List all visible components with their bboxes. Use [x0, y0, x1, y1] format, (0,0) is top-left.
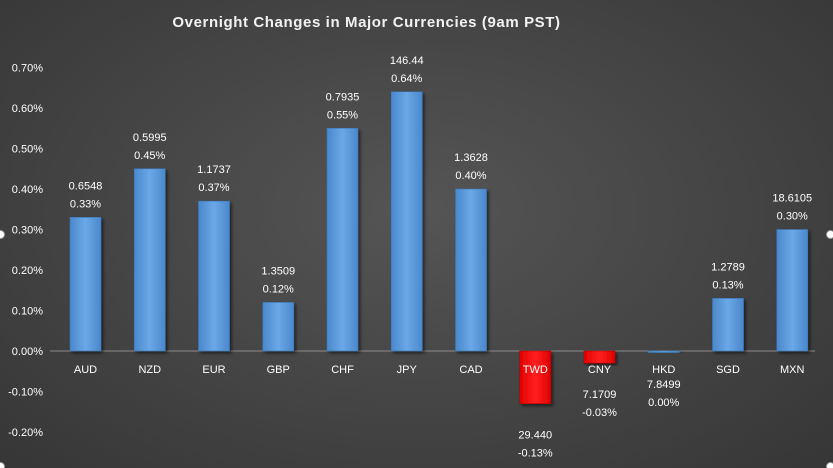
- data-label-percent: 0.30%: [777, 211, 808, 223]
- resize-handle-right[interactable]: [826, 230, 833, 239]
- data-label-rate: 0.6548: [69, 180, 103, 192]
- data-label-rate: 1.3628: [454, 152, 488, 164]
- data-label-rate: 1.2789: [711, 261, 745, 273]
- data-label-rate: 18.6105: [772, 193, 812, 205]
- bar-eur: [198, 200, 230, 352]
- data-label-percent: -0.03%: [582, 407, 617, 419]
- y-tick-label: 0.60%: [12, 103, 43, 115]
- x-tick-label: EUR: [202, 364, 225, 376]
- x-tick-label: NZD: [138, 364, 161, 376]
- y-tick-label: -0.10%: [8, 387, 43, 399]
- bar-twd: [519, 350, 552, 404]
- data-label-percent: 0.40%: [455, 170, 486, 182]
- data-label-percent: -0.13%: [518, 448, 553, 460]
- data-label-percent: 0.45%: [134, 150, 165, 162]
- y-tick-label: 0.50%: [12, 144, 43, 156]
- bar-cad: [455, 188, 487, 352]
- x-tick-label: AUD: [74, 364, 97, 376]
- x-tick-label: SGD: [716, 364, 740, 376]
- y-tick-label: 0.20%: [12, 265, 43, 277]
- data-label-percent: 0.33%: [70, 198, 101, 210]
- bar-aud: [69, 217, 102, 352]
- y-tick-label: 0.40%: [12, 184, 43, 196]
- bar-chf: [326, 127, 359, 352]
- bar-jpy: [390, 91, 423, 352]
- bars: [69, 91, 809, 404]
- data-label-percent: 0.12%: [263, 283, 294, 295]
- data-label-rate: 1.1737: [197, 164, 231, 176]
- resize-handle-left[interactable]: [0, 230, 5, 239]
- data-label-rate: 7.1709: [583, 389, 617, 401]
- data-label-percent: 0.00%: [648, 397, 679, 409]
- x-tick-label: GBP: [267, 364, 290, 376]
- bar-gbp: [262, 302, 295, 352]
- bar-sgd: [712, 298, 744, 352]
- y-tick-label: 0.00%: [12, 346, 43, 358]
- y-tick-label: 0.30%: [12, 225, 43, 237]
- data-label-rate: 1.3509: [261, 265, 295, 277]
- y-tick-label: -0.20%: [8, 427, 43, 439]
- bar-cny: [583, 350, 616, 364]
- data-label-rate: 0.7935: [326, 91, 360, 103]
- data-label-percent: 0.64%: [391, 73, 422, 85]
- bar-mxn: [776, 229, 809, 352]
- bar-nzd: [133, 168, 166, 352]
- x-tick-label: CNY: [588, 364, 612, 376]
- x-tick-label: CHF: [331, 364, 354, 376]
- data-label-percent: 0.37%: [198, 182, 229, 194]
- x-tick-label: MXN: [780, 364, 805, 376]
- bar-hkd: [647, 350, 680, 353]
- resize-handle-bottom-right[interactable]: [826, 462, 833, 468]
- x-axis-labels: AUD NZD EUR GBP CHF JPY CAD TWD CNY HKD SGD MXN: [74, 364, 805, 376]
- x-tick-label: HKD: [652, 364, 675, 376]
- x-tick-label: TWD: [523, 364, 548, 376]
- data-labels: 0.6548 0.33% 0.5995 0.45% 1.1737 0.37% 1.3509 0…: [69, 55, 812, 460]
- data-label-rate: 29.440: [518, 430, 552, 442]
- y-axis: 0.70% 0.60% 0.50% 0.40% 0.30% 0.20% 0.10% 0.00%…: [8, 63, 815, 439]
- data-label-rate: 146.44: [390, 55, 424, 67]
- data-label-rate: 7.8499: [647, 379, 681, 391]
- data-label-percent: 0.13%: [712, 279, 743, 291]
- chart-title: Overnight Changes in Major Currencies (9…: [172, 14, 561, 31]
- data-label-rate: 0.5995: [133, 132, 167, 144]
- resize-handle-bottom-left[interactable]: [0, 462, 5, 468]
- y-tick-label: 0.70%: [12, 63, 43, 75]
- data-label-percent: 0.55%: [327, 109, 358, 121]
- x-tick-label: JPY: [397, 364, 418, 376]
- x-tick-label: CAD: [459, 364, 482, 376]
- y-tick-label: 0.10%: [12, 306, 43, 318]
